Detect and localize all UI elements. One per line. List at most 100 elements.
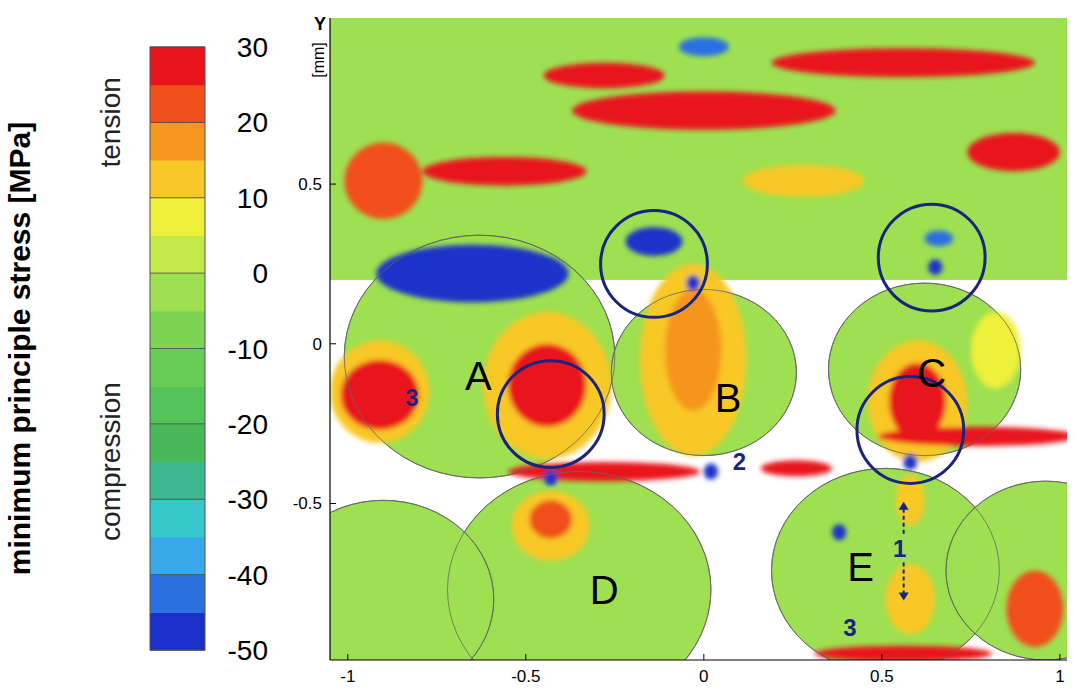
colorbar-tick: [150, 499, 205, 500]
colorbar-tick-label: 30: [237, 32, 268, 63]
x-tick: [703, 654, 704, 660]
arrow-head: [899, 593, 909, 601]
annotation-label: A: [465, 354, 492, 398]
axes: -1-0.500.51-0.500.5Y[mm]: [293, 14, 1067, 686]
colorbar-tick-label: -20: [228, 409, 268, 440]
grain-outline: [946, 481, 1067, 660]
y-tick-label: -0.5: [293, 494, 322, 513]
colorbar-tick: [150, 650, 205, 651]
stress-field: [572, 91, 835, 129]
colorbar-band: [150, 273, 205, 311]
stress-field: [814, 646, 992, 660]
grain-outline: [344, 235, 615, 478]
annotations: ABCDE3213: [405, 351, 946, 642]
annotation-label: D: [590, 568, 619, 612]
stress-field: [971, 312, 1021, 389]
y-tick: [330, 503, 336, 504]
colorbar-band: [150, 122, 205, 160]
highlight-circle: [497, 361, 604, 468]
grain-outline: [330, 500, 494, 660]
stress-field: [761, 460, 832, 476]
stress-field: [544, 63, 665, 89]
x-tick: [525, 654, 526, 660]
colorbar-tick: [150, 273, 205, 274]
arrow-shaft: [903, 563, 905, 595]
colorbar-band: [150, 198, 205, 236]
y-tick: [330, 343, 336, 344]
colorbar-band: [150, 499, 205, 537]
stress-field: [903, 454, 917, 470]
y-axis-title: Y: [314, 14, 326, 34]
annotation-label: B: [715, 376, 742, 420]
stress-field: [341, 360, 419, 430]
annotation-label: 3: [843, 614, 856, 641]
annotation-label: 2: [733, 448, 746, 475]
arrow-shaft: [903, 508, 905, 534]
colorbar-band: [150, 386, 205, 424]
stress-field: [878, 427, 1067, 446]
stress-field: [512, 491, 590, 561]
stress-field: [679, 37, 729, 56]
stress-field: [330, 341, 430, 443]
x-tick-label: 1: [1055, 667, 1064, 686]
colorbar-tick: [150, 197, 205, 198]
annotation-label: E: [847, 545, 874, 589]
y-tick-label: 0: [313, 335, 322, 354]
stress-field: [885, 564, 935, 634]
colorbar-tick-label: -50: [228, 635, 268, 666]
colorbar-tick-label: 0: [252, 258, 268, 289]
annotation-label: 1: [893, 535, 906, 562]
colorbar-tick: [150, 423, 205, 424]
colorbar-band: [150, 349, 205, 387]
highlight-circle: [857, 377, 964, 484]
plot-area: [330, 18, 1067, 660]
colorbar-band: [150, 575, 205, 613]
colorbar: 3020100-10-20-30-40-50: [150, 32, 268, 666]
colorbar-band: [150, 462, 205, 500]
colorbar-band: [150, 424, 205, 462]
y-axis-unit: [mm]: [310, 42, 327, 78]
x-tick: [347, 654, 348, 660]
colorbar-frame: [150, 47, 205, 650]
stress-field: [967, 133, 1060, 171]
x-axis-line: [330, 659, 1067, 660]
colorbar-tick-label: 20: [237, 107, 268, 138]
stress-field: [686, 275, 700, 291]
highlight-circle: [878, 204, 985, 311]
colorbar-tick: [150, 348, 205, 349]
colorbar-band: [150, 612, 205, 650]
x-tick-label: 0: [699, 667, 708, 686]
stress-field: [544, 470, 558, 486]
colorbar-band: [150, 47, 205, 85]
annotation-label: C: [917, 351, 946, 395]
colorbar-tick-label: 10: [237, 183, 268, 214]
colorbar-tick: [150, 574, 205, 575]
x-tick-label: 0.5: [870, 667, 894, 686]
highlight-circle: [601, 211, 708, 318]
y-tick: [330, 184, 336, 185]
stress-field: [376, 245, 568, 302]
y-tick-label: 0.5: [298, 175, 322, 194]
stress-field: [832, 524, 846, 540]
x-tick: [1059, 654, 1060, 660]
stress-field: [344, 143, 422, 220]
colorbar-band: [150, 85, 205, 123]
stress-field: [704, 464, 718, 480]
grain-outline: [771, 468, 999, 660]
x-tick-label: -0.5: [511, 667, 540, 686]
stress-field: [928, 259, 942, 275]
colorbar-tick: [150, 47, 205, 48]
stress-field: [1006, 571, 1063, 648]
stress-field: [665, 289, 722, 410]
compression-label: compression: [95, 382, 126, 541]
tension-label: tension: [95, 77, 126, 167]
colorbar-tick: [150, 122, 205, 123]
colorbar-band: [150, 160, 205, 198]
figure: 3020100-10-20-30-40-50minimum principle …: [0, 0, 1075, 694]
colorbar-title: minimum principle stress [MPa]: [3, 122, 36, 575]
stress-fields: [330, 37, 1067, 660]
colorbar-band: [150, 537, 205, 575]
stress-field: [529, 500, 572, 538]
colorbar-tick-label: -30: [228, 484, 268, 515]
colorbar-band: [150, 311, 205, 349]
